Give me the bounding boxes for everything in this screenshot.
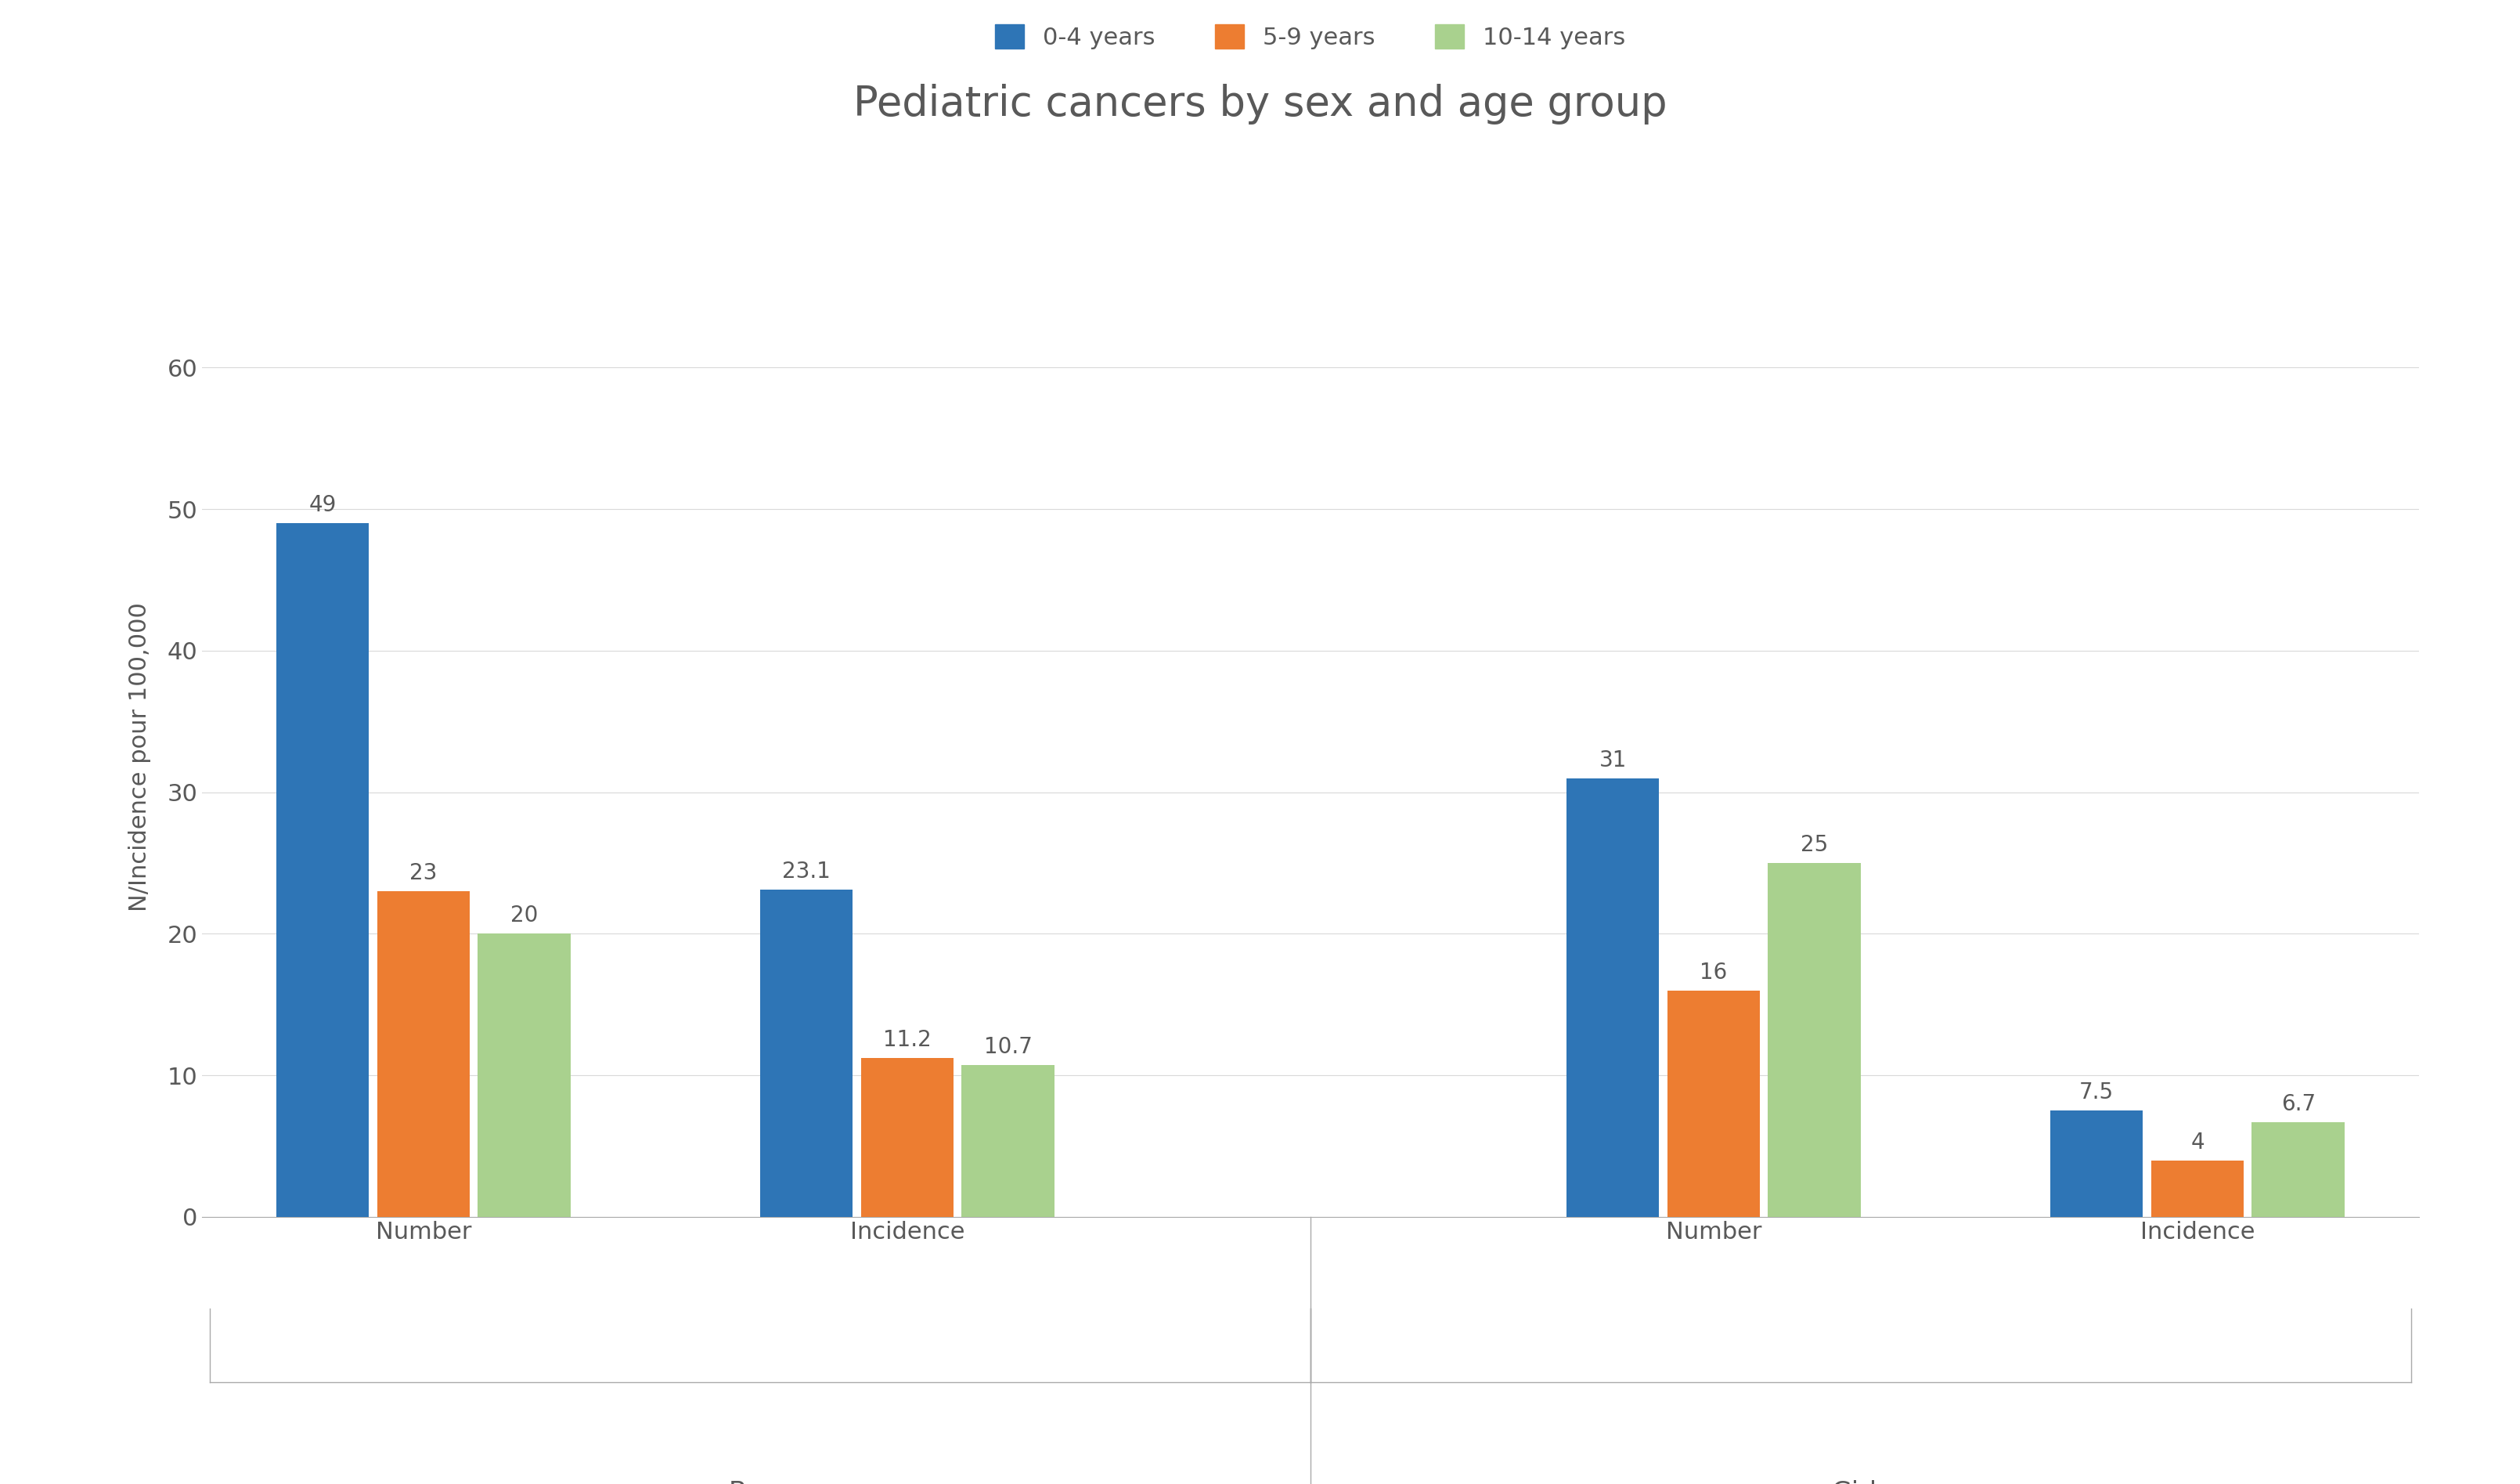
Text: 23: 23 xyxy=(411,862,436,884)
Text: Girls: Girls xyxy=(1832,1480,1890,1484)
Text: Pediatric cancers by sex and age group: Pediatric cancers by sex and age group xyxy=(854,83,1666,125)
Bar xyxy=(2051,1110,2142,1217)
Text: 20: 20 xyxy=(512,905,537,926)
Text: 49: 49 xyxy=(310,494,335,516)
Legend: 0-4 years, 5-9 years, 10-14 years: 0-4 years, 5-9 years, 10-14 years xyxy=(985,15,1635,58)
Text: 31: 31 xyxy=(1600,749,1625,772)
Text: 4: 4 xyxy=(2190,1131,2205,1153)
Bar xyxy=(479,933,570,1217)
Bar xyxy=(1769,864,1860,1217)
Bar xyxy=(761,890,852,1217)
Bar xyxy=(1567,778,1658,1217)
Bar xyxy=(378,892,469,1217)
Text: 10.7: 10.7 xyxy=(983,1036,1033,1058)
Bar xyxy=(1668,990,1759,1217)
Text: 11.2: 11.2 xyxy=(882,1030,932,1051)
Text: 16: 16 xyxy=(1701,962,1726,984)
Bar xyxy=(862,1058,953,1217)
Y-axis label: N/Incidence pour 100,000: N/Incidence pour 100,000 xyxy=(129,603,151,911)
Bar xyxy=(2152,1160,2243,1217)
Text: 23.1: 23.1 xyxy=(781,861,832,883)
Bar xyxy=(963,1066,1053,1217)
Text: 7.5: 7.5 xyxy=(2079,1082,2114,1104)
Text: Boys: Boys xyxy=(728,1480,791,1484)
Text: 25: 25 xyxy=(1802,834,1827,856)
Bar xyxy=(2253,1122,2344,1217)
Text: 6.7: 6.7 xyxy=(2281,1094,2316,1114)
Bar xyxy=(277,524,368,1217)
